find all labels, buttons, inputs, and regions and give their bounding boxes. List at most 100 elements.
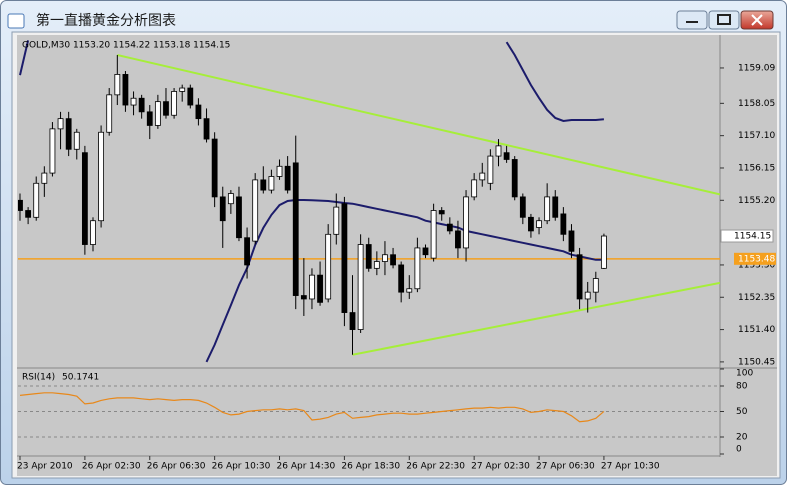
main-panel (18, 40, 720, 363)
window-title: 第一直播黄金分析图表 (36, 12, 176, 29)
y-tick-label: 1158.05 (738, 99, 775, 109)
x-tick-label: 26 Apr 02:30 (82, 462, 141, 472)
candle-body (114, 74, 121, 96)
x-tick-label: 26 Apr 18:30 (341, 462, 400, 472)
indicator-line (505, 41, 604, 123)
candle-body (357, 244, 364, 330)
candle-body (479, 172, 486, 181)
rsi-line (19, 392, 605, 423)
app-icon (7, 13, 25, 29)
candle-body (179, 87, 186, 92)
candle-body (260, 179, 267, 191)
y-tick-label: 1155.20 (738, 196, 775, 206)
candle-body (422, 247, 429, 256)
candle-body (341, 203, 348, 313)
y-tick-label: 1157.10 (738, 131, 775, 141)
x-tick-label: 27 Apr 02:30 (471, 462, 530, 472)
chart-header: GOLD,M30 1153.20 1154.22 1153.18 1154.15 (22, 41, 230, 51)
y-tick-label: 1153.30 (738, 260, 775, 270)
candle-body (333, 206, 340, 235)
candle-body (25, 210, 32, 218)
candle-body (154, 101, 161, 126)
x-tick-label: 26 Apr 10:30 (212, 462, 271, 472)
candle-body (41, 172, 48, 184)
candle-body (544, 196, 551, 222)
x-tick-label: 27 Apr 10:30 (601, 462, 660, 472)
candle-body (57, 118, 64, 130)
candle-body (406, 288, 413, 293)
candle-body (398, 264, 405, 293)
candle-body (138, 97, 145, 113)
candle-body (552, 196, 559, 218)
candle-body (195, 104, 202, 120)
candle-body (227, 193, 234, 205)
indicator-line (19, 40, 604, 363)
maximize-button[interactable] (708, 10, 740, 30)
candle-body (33, 182, 40, 218)
candle-body (130, 97, 137, 106)
indicator-name: RSI(14) (22, 373, 55, 383)
candle-body (219, 196, 226, 222)
candle-body (528, 216, 534, 232)
candle-body (244, 237, 250, 266)
candle-body (300, 295, 307, 300)
indicator-value: 50.1741 (62, 373, 99, 383)
candle-body (576, 254, 583, 300)
current-price-label: 1154.15 (734, 232, 771, 242)
candle-body (65, 118, 72, 150)
candle-body (584, 291, 591, 300)
candle-body (163, 101, 169, 116)
minimize-button[interactable] (676, 10, 708, 30)
candle-body (73, 131, 80, 150)
candle-body (81, 152, 88, 245)
candle-body (284, 165, 291, 191)
candle-body (511, 159, 518, 198)
candle-body (438, 210, 445, 215)
candle-body (365, 244, 372, 269)
candle-body (519, 196, 526, 218)
candle-body (49, 128, 56, 174)
candle-body (98, 131, 104, 222)
candle-body (18, 199, 23, 211)
candle-body (430, 210, 437, 259)
candle-body (90, 220, 96, 245)
candle-body (171, 91, 177, 116)
candle-body (495, 145, 502, 157)
candle-body (268, 176, 275, 191)
candle-body (536, 220, 542, 228)
candle-body (390, 254, 396, 266)
y-tick-label: 1152.35 (738, 293, 775, 303)
y-tick-label: 1159.09 (738, 63, 775, 73)
x-tick-label: 26 Apr 14:30 (277, 462, 336, 472)
y-tick-label: 20 (736, 433, 748, 443)
candle-body (503, 152, 510, 160)
candle-body (211, 138, 218, 198)
candle-body (414, 247, 421, 290)
candle-body (292, 162, 299, 296)
y-tick-label: 1156.15 (738, 163, 775, 173)
candle-body (203, 118, 210, 140)
y-tick-label: 1150.45 (738, 357, 775, 367)
current-price-box (720, 229, 774, 243)
y-tick-label: 50 (736, 407, 748, 417)
candle-body (325, 233, 332, 300)
candle-body (122, 74, 129, 106)
candle-body (455, 230, 461, 249)
candle-body (601, 235, 607, 269)
candle-body (373, 261, 380, 269)
candle-body (446, 223, 453, 232)
candle-body (106, 94, 113, 133)
y-tick-label: 100 (736, 369, 753, 379)
candle-body (592, 278, 599, 293)
trendline (117, 54, 720, 196)
close-icon (751, 14, 763, 26)
trendline (352, 281, 720, 356)
overlay: GOLD,M30 1153.20 1154.22 1153.18 1154.15… (17, 41, 776, 472)
candle-body (349, 312, 356, 330)
hline-label-box (734, 252, 776, 265)
x-tick-label: 26 Apr 22:30 (406, 462, 465, 472)
maximize-icon (717, 14, 731, 25)
candle-body (463, 196, 469, 249)
candle-body (309, 274, 315, 300)
